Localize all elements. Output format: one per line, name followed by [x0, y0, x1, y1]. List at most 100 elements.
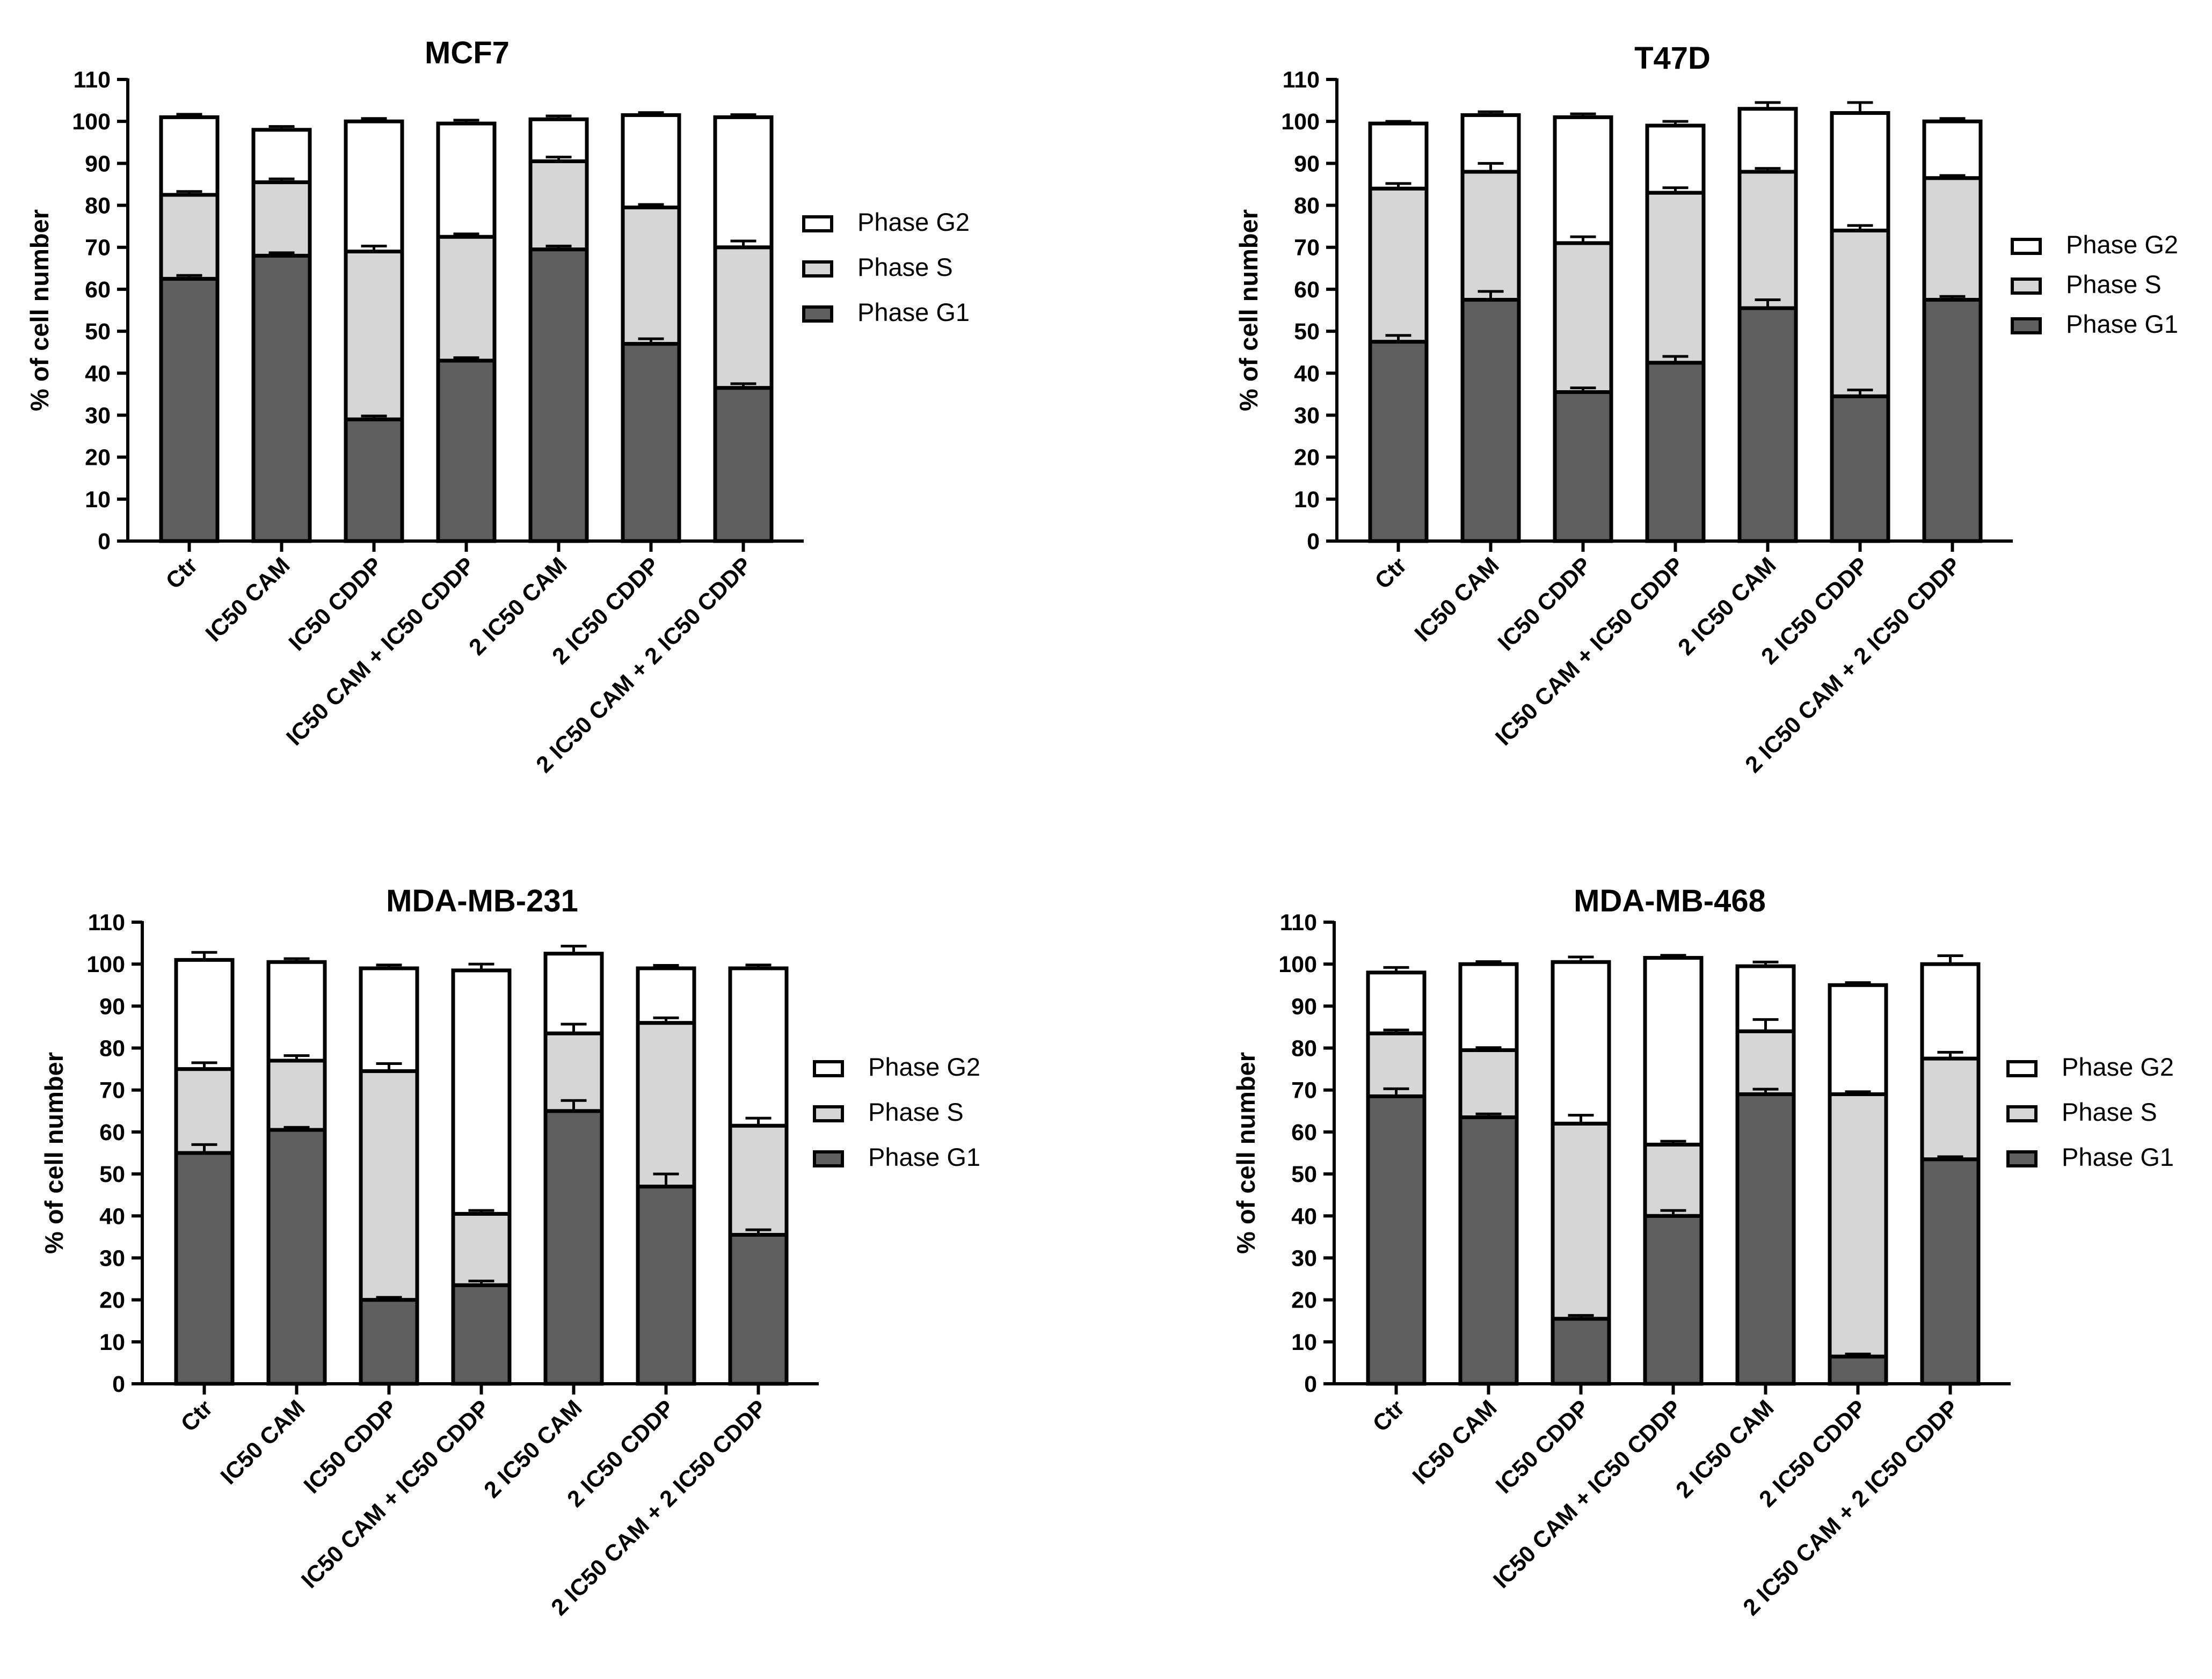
chart-mda-mb-468: MDA-MB-468 % of cell number 0 10 20 30 40 50 60 7…: [1232, 884, 2174, 1620]
y-tick-label: 90: [1291, 994, 1317, 1019]
bar-phase-s-ic50-cam: [266, 1058, 327, 1132]
y-tick-label: 50: [85, 319, 111, 345]
legend-label-phase-g2: Phase G2: [857, 208, 970, 236]
bar-phase-g1-ic50-cam: [1460, 297, 1521, 543]
y-axis-label: % of cell number: [1234, 209, 1263, 411]
y-tick-label: 60: [1291, 1120, 1317, 1145]
y-axis-label: % of cell number: [40, 1052, 68, 1254]
legend-label-phase-s: Phase S: [868, 1098, 964, 1126]
bar-phase-g2-2-ic50-cam-2-ic50-cddp: [1920, 962, 1981, 1061]
y-tick-label: 100: [1281, 109, 1320, 135]
legend-swatch-phase-g2: [802, 215, 833, 232]
legend-label-phase-s: Phase S: [2062, 1098, 2157, 1126]
bar-phase-g2-2-ic50-cddp: [621, 113, 681, 209]
bar-phase-g2-ic50-cam-ic50-cddp: [1643, 955, 1704, 1147]
bar-phase-g2-ic50-cam: [251, 128, 312, 185]
bar-phase-s-2-ic50-cam-2-ic50-cddp: [1920, 1056, 1981, 1162]
legend-swatch-phase-g2: [2006, 1060, 2038, 1077]
bar-phase-g1-ctr: [1366, 1094, 1427, 1386]
bar-phase-s-ctr: [1366, 1031, 1427, 1098]
y-tick-label: 70: [1294, 235, 1320, 261]
chart-t47d: T47D % of cell number 0 10 20 30 40 50 60 70 80 90 1…: [1234, 41, 2178, 778]
bar-phase-s-ic50-cam-ic50-cddp: [451, 1211, 512, 1287]
chart-title: MCF7: [425, 35, 510, 70]
category-label-ic50-cam-ic50-cddp: IC50 CAM + IC50 CDDP: [1488, 1395, 1686, 1593]
bar-phase-s-ic50-cam: [251, 180, 312, 258]
bar-phase-g1-ic50-cam-ic50-cddp: [436, 359, 497, 543]
y-tick-label: 10: [85, 487, 111, 513]
y-tick-label: 70: [99, 1078, 125, 1104]
bar-phase-g1-2-ic50-cddp: [636, 1185, 696, 1386]
y-tick-label: 40: [99, 1203, 125, 1229]
y-tick-label: 90: [1294, 151, 1320, 177]
legend-label-phase-s: Phase S: [2066, 270, 2162, 298]
y-tick-label: 30: [1294, 403, 1320, 428]
y-tick-label: 70: [1291, 1078, 1317, 1104]
bar-phase-g2-ctr: [1368, 121, 1429, 191]
bar-phase-g1-2-ic50-cddp: [1828, 1354, 1888, 1386]
bar-phase-s-ctr: [1368, 186, 1429, 344]
y-tick-label: 20: [99, 1288, 125, 1313]
bar-phase-g1-ctr: [1368, 340, 1429, 543]
y-tick-label: 50: [1294, 319, 1320, 345]
bar-phase-g2-2-ic50-cam-2-ic50-cddp: [1922, 119, 1983, 180]
y-tick-label: 10: [1291, 1330, 1317, 1355]
bar-phase-g1-ic50-cam: [266, 1128, 327, 1386]
legend-label-phase-g1: Phase G1: [857, 298, 970, 326]
bar-phase-g1-ic50-cam: [251, 253, 312, 543]
legend-swatch-phase-g2: [2011, 238, 2042, 255]
bar-phase-s-2-ic50-cam: [1737, 170, 1798, 310]
legend-label-phase-g2: Phase G2: [868, 1053, 980, 1081]
y-tick-label: 30: [99, 1245, 125, 1271]
y-tick-label: 100: [1278, 952, 1317, 977]
bar-phase-s-2-ic50-cddp: [621, 205, 681, 346]
bar-phase-s-ic50-cddp: [344, 250, 404, 421]
category-label-ic50-cddp: IC50 CDDP: [284, 552, 388, 656]
bar-phase-g2-2-ic50-cam: [1737, 107, 1798, 174]
y-tick-label: 40: [85, 361, 111, 386]
y-axis-label: % of cell number: [1232, 1052, 1260, 1254]
bar-phase-g1-ic50-cam-ic50-cddp: [451, 1283, 512, 1386]
y-tick-label: 60: [85, 277, 111, 303]
y-axis-label: % of cell number: [25, 209, 54, 411]
bar-phase-s-2-ic50-cddp: [636, 1021, 696, 1189]
chart-title: T47D: [1634, 41, 1711, 76]
bar-phase-g2-2-ic50-cam: [543, 952, 604, 1035]
category-label-ic50-cddp: IC50 CDDP: [1491, 1395, 1595, 1499]
chart-title: MDA-MB-468: [1574, 884, 1766, 918]
bar-phase-g2-ic50-cam-ic50-cddp: [436, 121, 497, 239]
category-label-ic50-cddp: IC50 CDDP: [1493, 552, 1597, 656]
legend-swatch-phase-g1: [802, 305, 833, 323]
bar-phase-g1-ic50-cam-ic50-cddp: [1645, 361, 1706, 543]
y-tick-label: 50: [1291, 1162, 1317, 1187]
category-label-ic50-cam: IC50 CAM: [201, 552, 295, 647]
category-label-ic50-cam-ic50-cddp: IC50 CAM + IC50 CDDP: [1490, 552, 1689, 750]
bar-phase-g1-2-ic50-cam-2-ic50-cddp: [728, 1232, 789, 1386]
bar-phase-s-ctr: [159, 193, 220, 281]
bar-phase-g2-2-ic50-cddp: [1830, 111, 1890, 232]
bar-phase-s-2-ic50-cam-2-ic50-cddp: [728, 1123, 789, 1237]
category-label-ic50-cam: IC50 CAM: [216, 1395, 310, 1490]
bar-phase-g2-2-ic50-cddp: [1828, 983, 1888, 1097]
y-tick-label: 80: [85, 193, 111, 219]
legend-swatch-phase-s: [802, 260, 833, 278]
bar-phase-g1-2-ic50-cam: [1735, 1092, 1796, 1386]
legend-swatch-phase-s: [2011, 278, 2042, 295]
y-tick-label: 20: [1291, 1288, 1317, 1313]
bar-phase-g1-ic50-cddp: [344, 417, 404, 543]
bar-phase-s-2-ic50-cddp: [1828, 1092, 1888, 1359]
legend-swatch-phase-g1: [2006, 1150, 2038, 1167]
bar-phase-g1-2-ic50-cam: [543, 1109, 604, 1386]
chart-mda-mb-231: MDA-MB-231 % of cell number 0 10 20 30 40 50 60 7…: [40, 884, 980, 1620]
y-tick-label: 110: [1280, 910, 1317, 936]
bar-phase-g1-ic50-cam-ic50-cddp: [1643, 1214, 1704, 1386]
y-tick-label: 60: [99, 1120, 125, 1145]
bar-phase-s-ic50-cddp: [1553, 241, 1613, 394]
bar-phase-g2-ic50-cddp: [1553, 115, 1613, 245]
bar-phase-g2-ctr: [159, 115, 220, 197]
bar-phase-g1-2-ic50-cddp: [1830, 394, 1890, 543]
y-tick-label: 80: [99, 1036, 125, 1062]
legend-swatch-phase-s: [2006, 1105, 2038, 1122]
bar-phase-s-2-ic50-cddp: [1830, 228, 1890, 398]
y-tick-label: 20: [1294, 445, 1320, 471]
